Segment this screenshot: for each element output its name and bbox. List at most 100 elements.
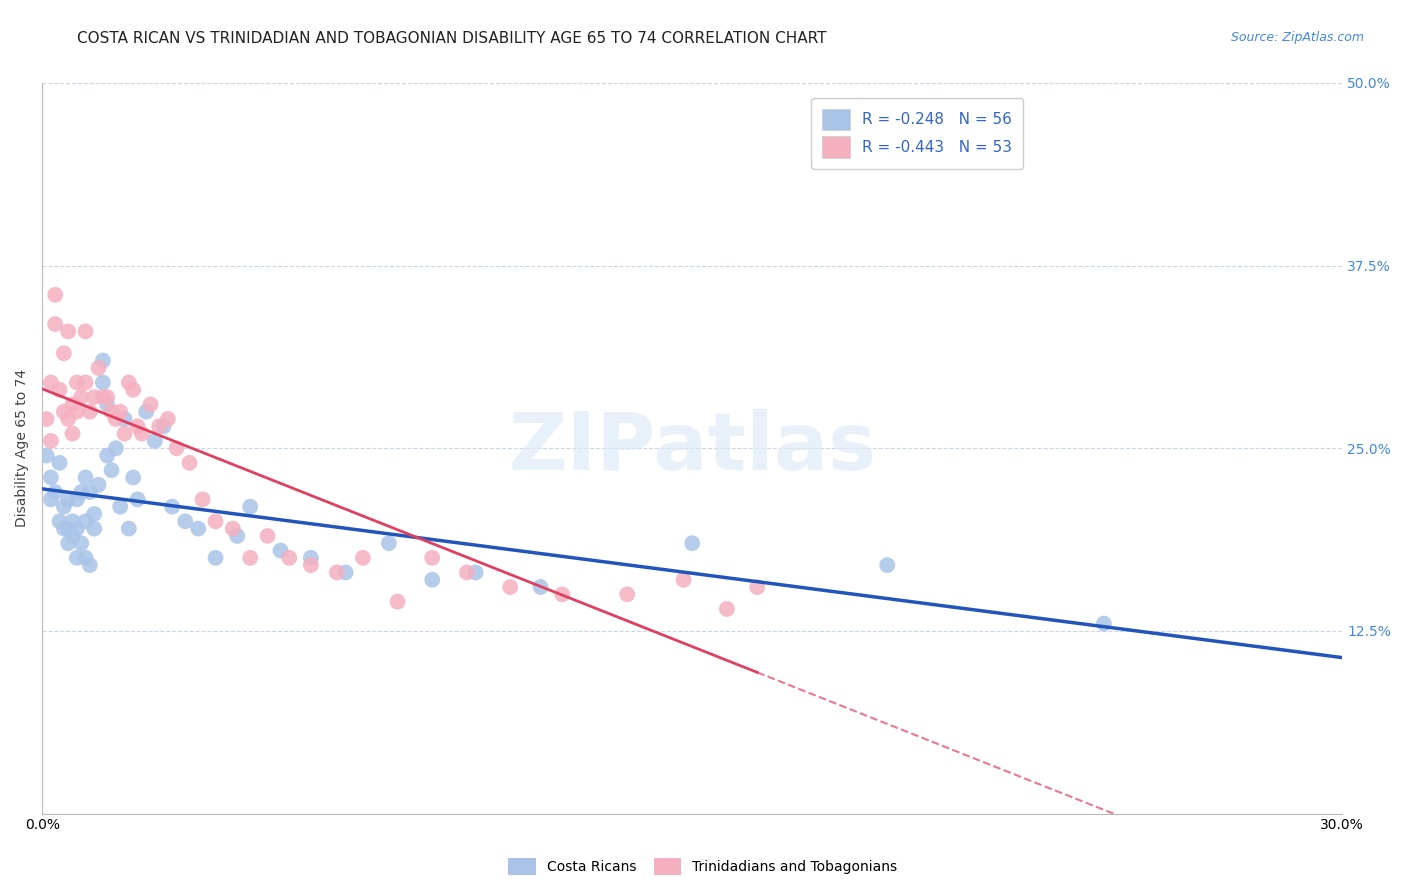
Point: [44, 317, 66, 331]
Point: [166, 442, 188, 456]
Point: [79, 485, 101, 500]
Point: [420, 550, 443, 565]
Point: [378, 536, 401, 550]
Point: [87, 477, 110, 491]
Point: [91, 390, 114, 404]
Point: [270, 543, 292, 558]
Point: [179, 456, 201, 470]
Point: [456, 566, 478, 580]
Point: [70, 536, 93, 550]
Point: [62, 529, 84, 543]
Point: [326, 566, 349, 580]
Point: [44, 288, 66, 302]
Point: [118, 522, 141, 536]
Point: [66, 405, 89, 419]
Point: [39, 376, 62, 390]
Point: [335, 566, 357, 580]
Point: [672, 573, 695, 587]
Point: [75, 324, 97, 338]
Text: COSTA RICAN VS TRINIDADIAN AND TOBAGONIAN DISABILITY AGE 65 TO 74 CORRELATION CH: COSTA RICAN VS TRINIDADIAN AND TOBAGONIA…: [77, 31, 827, 46]
Point: [58, 536, 80, 550]
Point: [79, 558, 101, 573]
Point: [352, 550, 374, 565]
Point: [62, 426, 84, 441]
Point: [143, 434, 166, 448]
Text: ZIPatlas: ZIPatlas: [508, 409, 876, 487]
Point: [39, 470, 62, 484]
Point: [131, 426, 153, 441]
Point: [108, 500, 131, 514]
Point: [58, 522, 80, 536]
Point: [204, 514, 226, 528]
Point: [62, 397, 84, 411]
Point: [52, 405, 75, 419]
Point: [104, 442, 127, 456]
Point: [75, 514, 97, 528]
Point: [58, 324, 80, 338]
Point: [387, 595, 409, 609]
Point: [464, 566, 486, 580]
Point: [75, 470, 97, 484]
Point: [747, 580, 769, 594]
Point: [499, 580, 522, 594]
Point: [52, 500, 75, 514]
Y-axis label: Disability Age 65 to 74: Disability Age 65 to 74: [15, 369, 30, 527]
Point: [96, 397, 118, 411]
Point: [420, 573, 443, 587]
Point: [96, 449, 118, 463]
Point: [278, 550, 301, 565]
Point: [35, 449, 58, 463]
Point: [226, 529, 249, 543]
Point: [256, 529, 278, 543]
Point: [529, 580, 551, 594]
Point: [39, 434, 62, 448]
Point: [152, 419, 174, 434]
Point: [156, 412, 179, 426]
Text: Source: ZipAtlas.com: Source: ZipAtlas.com: [1230, 31, 1364, 45]
Point: [174, 514, 197, 528]
Point: [108, 405, 131, 419]
Point: [122, 383, 145, 397]
Point: [100, 405, 122, 419]
Point: [75, 376, 97, 390]
Point: [239, 500, 262, 514]
Point: [62, 514, 84, 528]
Point: [114, 412, 136, 426]
Point: [87, 360, 110, 375]
Point: [204, 550, 226, 565]
Point: [66, 492, 89, 507]
Point: [39, 492, 62, 507]
Point: [48, 456, 70, 470]
Point: [114, 426, 136, 441]
Point: [127, 492, 149, 507]
Point: [127, 419, 149, 434]
Point: [135, 405, 157, 419]
Legend: R = -0.248   N = 56, R = -0.443   N = 53: R = -0.248 N = 56, R = -0.443 N = 53: [811, 98, 1022, 169]
Point: [79, 405, 101, 419]
Point: [58, 492, 80, 507]
Point: [160, 500, 183, 514]
Point: [1092, 616, 1115, 631]
Point: [191, 492, 214, 507]
Point: [104, 412, 127, 426]
Point: [35, 412, 58, 426]
Point: [551, 587, 574, 601]
Legend: Costa Ricans, Trinidadians and Tobagonians: Costa Ricans, Trinidadians and Tobagonia…: [503, 853, 903, 880]
Point: [299, 550, 322, 565]
Point: [139, 397, 162, 411]
Point: [91, 353, 114, 368]
Point: [91, 376, 114, 390]
Point: [118, 376, 141, 390]
Point: [222, 522, 245, 536]
Point: [52, 522, 75, 536]
Point: [48, 514, 70, 528]
Point: [100, 463, 122, 477]
Point: [66, 376, 89, 390]
Point: [83, 522, 105, 536]
Point: [122, 470, 145, 484]
Point: [58, 412, 80, 426]
Point: [96, 390, 118, 404]
Point: [70, 390, 93, 404]
Point: [148, 419, 170, 434]
Point: [70, 485, 93, 500]
